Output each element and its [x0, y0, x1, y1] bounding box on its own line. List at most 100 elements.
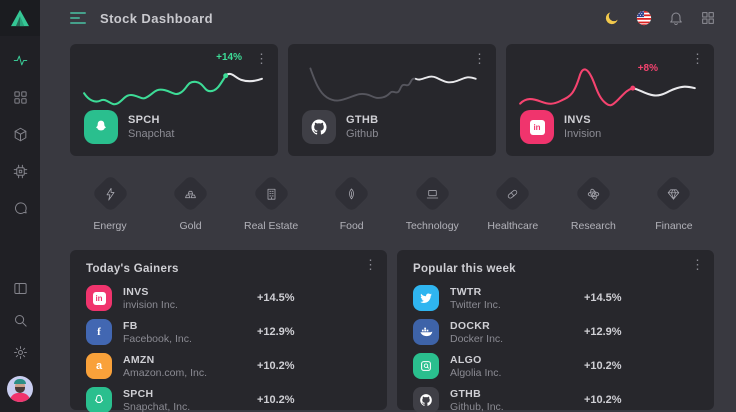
sidebar-item-layout[interactable] — [12, 280, 28, 296]
category-food[interactable]: Food — [320, 174, 384, 232]
panel-menu-icon[interactable]: ⋮ — [364, 257, 377, 272]
chat-bubble-icon — [14, 201, 27, 214]
lightning-bolt-icon — [106, 187, 114, 200]
panel-title: Popular this week — [413, 263, 516, 275]
row-change: +10.2% — [583, 360, 622, 372]
sidebar-item-settings[interactable] — [12, 344, 28, 360]
popular-panel: ⋮ Popular this week TWTR Twitter Inc. +1… — [397, 250, 714, 412]
category-research[interactable]: Research — [561, 174, 625, 232]
invision-icon: in — [520, 110, 554, 144]
category-gold[interactable]: Gold — [159, 174, 223, 232]
stock-card-invs[interactable]: ⋮ +8% in INVS — [506, 44, 714, 156]
apps-menu-button[interactable] — [699, 10, 716, 27]
category-label: Finance — [655, 220, 693, 232]
sidebar-bottom — [7, 280, 33, 412]
category-healthcare[interactable]: Healthcare — [481, 174, 545, 232]
category-real-estate[interactable]: Real Estate — [239, 174, 303, 232]
invs-change-label: +8% — [637, 63, 658, 74]
hamburger-menu-icon[interactable] — [70, 12, 86, 24]
pill-capsule-icon — [508, 189, 518, 198]
panel-menu-icon[interactable]: ⋮ — [691, 257, 704, 272]
category-label: Food — [339, 220, 364, 232]
row-company: Twitter Inc. — [450, 298, 501, 311]
row-change: +14.5% — [256, 292, 295, 304]
main-area: Stock Dashboard — [40, 0, 736, 412]
stock-card-spch[interactable]: ⋮ +14% SPCH — [70, 44, 278, 156]
row-symbol: FB — [123, 319, 138, 332]
bell-icon — [669, 12, 682, 26]
card-menu-icon[interactable]: ⋮ — [255, 51, 268, 66]
popular-list: TWTR Twitter Inc. +14.5% DOCKR Doc — [413, 285, 698, 412]
sidebar-item-packages[interactable] — [12, 126, 28, 142]
sidebar-item-search[interactable] — [12, 312, 28, 328]
panels-row: ⋮ Today's Gainers in INVS invision Inc. … — [70, 250, 714, 412]
leaf-icon — [349, 187, 355, 199]
language-selector[interactable] — [635, 10, 652, 27]
card-symbol: INVS — [564, 114, 591, 126]
card-symbol: GTHB — [346, 114, 379, 126]
notifications-button[interactable] — [667, 10, 684, 27]
invs-sparkline: +8% — [516, 54, 702, 116]
row-change: +10.2% — [583, 394, 622, 406]
facebook-icon: f — [86, 319, 112, 345]
gthb-sparkline — [298, 54, 484, 116]
apps-grid-icon — [701, 12, 714, 24]
snapchat-ghost-icon — [84, 110, 118, 144]
category-label: Real Estate — [243, 220, 299, 232]
laptop-icon — [426, 189, 438, 198]
content: ⋮ +14% SPCH — [40, 36, 736, 412]
list-item-fb[interactable]: f FB Facebook, Inc. +12.9% — [86, 319, 371, 345]
list-item-amzn[interactable]: a AMZN Amazon.com, Inc. +10.2% — [86, 353, 371, 379]
row-symbol: INVS — [123, 285, 149, 298]
list-item-gthb[interactable]: GTHB Github, Inc. +10.2% — [413, 387, 698, 412]
amazon-icon: a — [86, 353, 112, 379]
avatar-beard — [15, 387, 25, 393]
category-label: Healthcare — [487, 220, 539, 232]
topbar-actions — [603, 10, 716, 27]
categories-row: Energy Gold Real Estate Food Technology — [70, 174, 714, 232]
list-item-dockr[interactable]: DOCKR Docker Inc. +12.9% — [413, 319, 698, 345]
sidebar-item-messages[interactable] — [12, 200, 28, 216]
dark-mode-toggle[interactable] — [603, 10, 620, 27]
us-flag-icon — [636, 10, 651, 26]
gainers-list: in INVS invision Inc. +14.5% f FB Fa — [86, 285, 371, 412]
gem-icon — [668, 188, 680, 199]
sidebar-item-activity[interactable] — [12, 52, 28, 68]
list-item-spch[interactable]: SPCH Snapchat, Inc. +10.2% — [86, 387, 371, 412]
row-change: +10.2% — [256, 360, 295, 372]
row-change: +12.9% — [583, 326, 622, 338]
list-item-algo[interactable]: ALGO Algolia Inc. +10.2% — [413, 353, 698, 379]
stock-card-gthb[interactable]: ⋮ GTHB Github — [288, 44, 496, 156]
sidebar-item-system[interactable] — [12, 163, 28, 179]
app-logo[interactable] — [0, 0, 40, 36]
page-title: Stock Dashboard — [100, 10, 213, 26]
twitter-bird-icon — [413, 285, 439, 311]
category-label: Gold — [179, 220, 202, 232]
avatar-shirt — [10, 393, 30, 402]
category-technology[interactable]: Technology — [400, 174, 464, 232]
gainers-panel: ⋮ Today's Gainers in INVS invision Inc. … — [70, 250, 387, 412]
search-icon — [14, 314, 27, 327]
row-symbol: SPCH — [123, 387, 154, 400]
category-finance[interactable]: Finance — [642, 174, 706, 232]
user-avatar[interactable] — [7, 376, 33, 402]
sidebar-item-dashboard[interactable] — [12, 89, 28, 105]
github-octocat-icon — [413, 387, 439, 412]
card-menu-icon[interactable]: ⋮ — [473, 51, 486, 66]
gthb-identity: GTHB Github — [302, 110, 378, 144]
github-octocat-icon — [302, 110, 336, 144]
category-energy[interactable]: Energy — [78, 174, 142, 232]
row-symbol: AMZN — [123, 353, 155, 366]
invs-identity: in INVS Invision — [520, 110, 601, 144]
list-item-twtr[interactable]: TWTR Twitter Inc. +14.5% — [413, 285, 698, 311]
row-company: Algolia Inc. — [450, 366, 502, 379]
card-menu-icon[interactable]: ⋮ — [691, 51, 704, 66]
category-label: Research — [570, 220, 616, 232]
snapchat-ghost-icon — [86, 387, 112, 412]
row-symbol: ALGO — [450, 353, 482, 366]
list-item-invs[interactable]: in INVS invision Inc. +14.5% — [86, 285, 371, 311]
card-company: Invision — [564, 128, 602, 140]
topbar: Stock Dashboard — [40, 0, 736, 36]
avatar-face — [15, 381, 25, 392]
